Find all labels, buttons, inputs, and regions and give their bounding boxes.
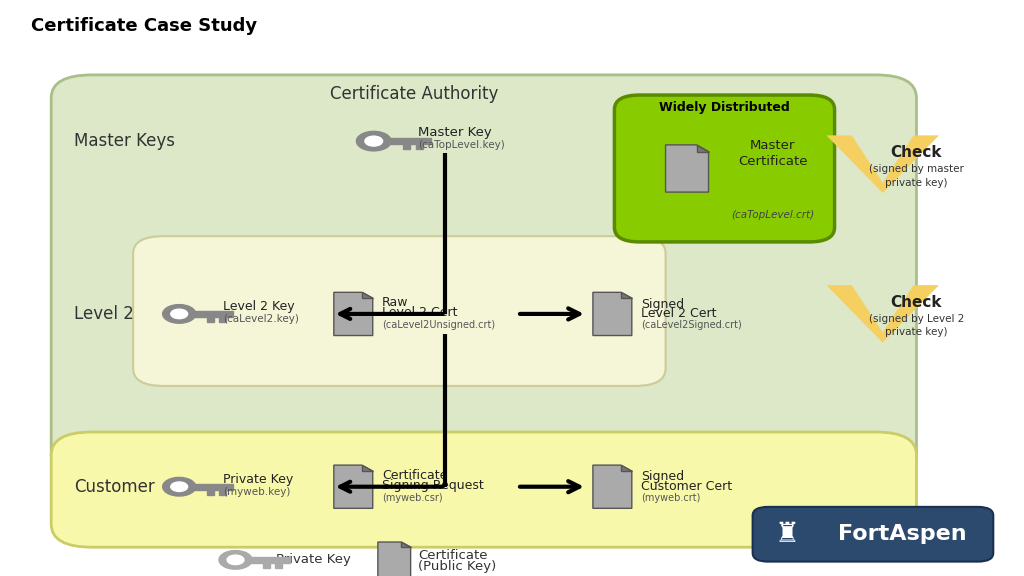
Bar bbox=[219, 490, 225, 495]
Bar bbox=[207, 490, 214, 495]
Circle shape bbox=[219, 551, 252, 569]
Polygon shape bbox=[334, 293, 373, 335]
Circle shape bbox=[171, 309, 187, 319]
FancyBboxPatch shape bbox=[133, 236, 666, 386]
Bar bbox=[193, 484, 233, 490]
Bar bbox=[207, 317, 214, 322]
Text: (caTopLevel.crt): (caTopLevel.crt) bbox=[731, 210, 814, 221]
Text: Certificate Case Study: Certificate Case Study bbox=[31, 17, 257, 35]
Text: (myweb.crt): (myweb.crt) bbox=[641, 493, 700, 503]
Text: (myweb.csr): (myweb.csr) bbox=[382, 492, 442, 503]
Text: (caLevel2.key): (caLevel2.key) bbox=[223, 313, 299, 324]
Polygon shape bbox=[401, 542, 411, 547]
Text: Widely Distributed: Widely Distributed bbox=[659, 101, 790, 114]
Text: (caTopLevel.key): (caTopLevel.key) bbox=[418, 140, 505, 150]
Bar bbox=[388, 138, 430, 145]
Text: Check: Check bbox=[891, 145, 942, 160]
Text: Master Keys: Master Keys bbox=[74, 132, 175, 150]
Polygon shape bbox=[361, 293, 373, 298]
FancyBboxPatch shape bbox=[614, 95, 835, 242]
Circle shape bbox=[163, 478, 196, 496]
Text: Check: Check bbox=[891, 295, 942, 310]
Polygon shape bbox=[593, 293, 632, 335]
Bar bbox=[219, 317, 225, 322]
Bar bbox=[416, 145, 423, 149]
Text: Master
Certificate: Master Certificate bbox=[738, 139, 808, 168]
Text: private key): private key) bbox=[885, 327, 948, 338]
Text: (caLevel2Signed.crt): (caLevel2Signed.crt) bbox=[641, 320, 741, 331]
Circle shape bbox=[171, 482, 187, 491]
Bar bbox=[249, 557, 290, 563]
Polygon shape bbox=[593, 465, 632, 509]
Circle shape bbox=[356, 131, 391, 151]
Text: (caLevel2Unsigned.crt): (caLevel2Unsigned.crt) bbox=[382, 320, 495, 330]
Text: (myweb.key): (myweb.key) bbox=[223, 487, 291, 497]
Circle shape bbox=[365, 136, 383, 146]
FancyBboxPatch shape bbox=[51, 432, 916, 547]
Polygon shape bbox=[826, 285, 939, 343]
Text: Signed: Signed bbox=[641, 298, 684, 310]
Polygon shape bbox=[621, 293, 632, 298]
Text: ♜: ♜ bbox=[774, 520, 799, 548]
Text: Signing Request: Signing Request bbox=[382, 479, 483, 492]
Text: Level 2 Cert: Level 2 Cert bbox=[641, 308, 717, 320]
Circle shape bbox=[227, 555, 244, 564]
Bar bbox=[275, 563, 282, 568]
Text: Level 2 Cert: Level 2 Cert bbox=[382, 306, 458, 319]
Polygon shape bbox=[378, 542, 411, 576]
Polygon shape bbox=[361, 465, 373, 471]
Bar bbox=[193, 311, 233, 317]
Text: FortAspen: FortAspen bbox=[838, 524, 967, 544]
Bar bbox=[263, 563, 270, 568]
FancyBboxPatch shape bbox=[51, 75, 916, 478]
Text: Level 2 Key: Level 2 Key bbox=[223, 300, 295, 313]
Text: Customer Cert: Customer Cert bbox=[641, 480, 732, 493]
Text: Signed: Signed bbox=[641, 471, 684, 483]
Polygon shape bbox=[826, 135, 939, 193]
Bar bbox=[402, 145, 410, 149]
Text: (signed by master: (signed by master bbox=[869, 164, 964, 174]
Text: Raw: Raw bbox=[382, 296, 409, 309]
Text: Certificate: Certificate bbox=[382, 469, 447, 482]
Text: Master Key: Master Key bbox=[418, 126, 492, 139]
Text: Certificate: Certificate bbox=[418, 550, 487, 562]
Polygon shape bbox=[334, 465, 373, 509]
Circle shape bbox=[163, 305, 196, 323]
Text: Private Key: Private Key bbox=[276, 554, 351, 566]
Text: (signed by Level 2: (signed by Level 2 bbox=[868, 313, 965, 324]
Text: private key): private key) bbox=[885, 177, 948, 188]
FancyBboxPatch shape bbox=[753, 507, 993, 562]
Text: Customer: Customer bbox=[74, 478, 155, 496]
Polygon shape bbox=[666, 145, 709, 192]
Polygon shape bbox=[696, 145, 709, 151]
Text: Certificate Authority: Certificate Authority bbox=[331, 85, 499, 103]
Text: (Public Key): (Public Key) bbox=[418, 560, 496, 573]
Text: Private Key: Private Key bbox=[223, 473, 294, 486]
Text: Level 2: Level 2 bbox=[74, 305, 133, 323]
Polygon shape bbox=[621, 465, 632, 471]
